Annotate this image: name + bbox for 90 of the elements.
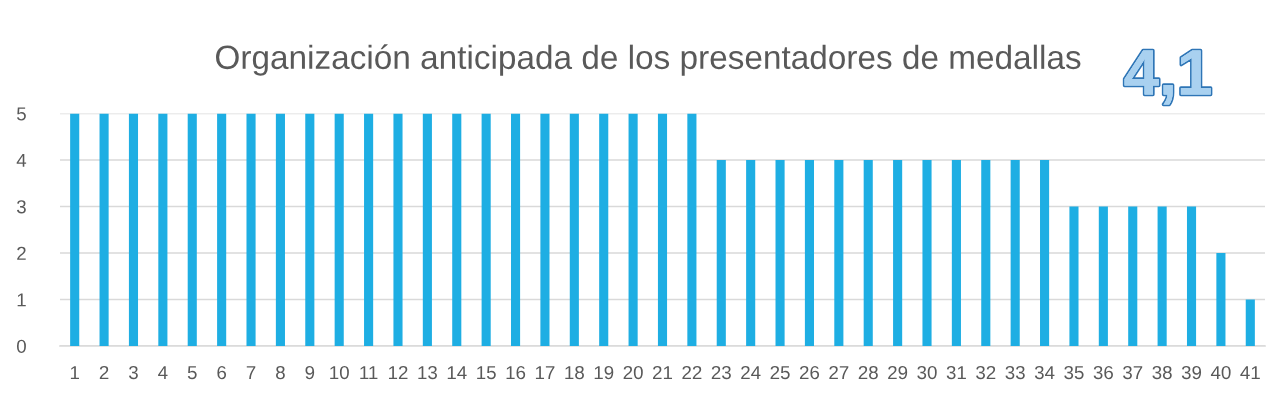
x-tick-label: 22 [682,365,702,380]
bar [275,113,285,346]
x-tick-label: 32 [976,365,996,380]
chart-title: Organización anticipada de los presentadores de medallas [216,44,1081,76]
x-tick-label: 9 [305,365,315,380]
y-tick-label: 5 [16,107,26,121]
x-tick-label: 2 [99,365,109,380]
bar [187,113,197,346]
bar [393,113,403,346]
bar [1010,160,1020,346]
bar [951,160,961,346]
x-tick-label: 16 [506,365,526,380]
x-tick-label: 39 [1181,365,1202,380]
x-tick-label: 3 [128,365,138,380]
bar [1245,299,1255,346]
x-tick-label: 23 [711,365,731,380]
y-tick-label: 1 [17,293,26,307]
y-tick-label: 2 [17,246,26,260]
bar [158,113,168,346]
x-tick-label: 20 [623,365,643,380]
x-tick-label: 1 [70,366,79,380]
bar [217,113,227,346]
bar [716,160,726,346]
bar [804,160,815,346]
bar [99,113,109,346]
x-tick-label: 13 [418,365,437,380]
y-tick-label: 4 [16,153,27,167]
x-tick-label: 35 [1064,365,1084,380]
bar [981,160,991,346]
bar [687,113,697,346]
x-tick-label: 19 [594,365,614,380]
x-tick-label: 15 [477,366,496,380]
x-tick-label: 6 [217,365,227,380]
bar [1216,253,1226,346]
bar [540,113,550,346]
x-tick-label: 18 [565,365,584,380]
bar [364,113,374,346]
y-tick-label: 0 [16,339,26,353]
bar [746,160,756,346]
x-tick-label: 31 [946,365,966,380]
x-tick-label: 28 [858,365,878,380]
x-tick-label: 29 [888,365,908,380]
x-tick-label: 36 [1093,365,1113,380]
bar [422,113,432,346]
bar [246,113,256,346]
bar [863,160,873,346]
bar [1157,206,1167,346]
x-tick-label: 12 [388,365,408,380]
x-tick-label: 40 [1210,365,1231,380]
x-tick-label: 11 [360,366,378,380]
bar [510,113,521,346]
bar [599,113,609,346]
x-tick-label: 4 [158,366,168,380]
bar [1069,206,1079,346]
bar [893,160,903,346]
bar [1040,160,1050,346]
x-tick-label: 34 [1034,365,1055,380]
x-tick-label: 26 [799,365,820,380]
bar [1098,206,1108,346]
x-tick-label: 5 [187,366,197,380]
x-tick-label: 21 [653,365,673,380]
bar [1186,206,1197,346]
bar [569,113,579,346]
x-tick-label: 17 [535,366,555,380]
x-tick-label: 27 [829,365,849,380]
x-tick-label: 14 [447,366,467,380]
y-tick-label: 3 [16,200,26,214]
bar [657,113,668,346]
bar [481,113,491,346]
bar [452,113,462,346]
bar [834,160,844,346]
text: 4,1 [1124,50,1211,105]
x-tick-label: 25 [770,365,790,380]
bar [1128,206,1138,346]
bar [775,160,785,346]
bar [628,113,638,346]
bar [128,113,139,346]
bar [334,113,344,346]
x-tick-label: 10 [330,365,349,380]
bar [922,160,932,346]
bar [70,113,80,346]
x-tick-label: 24 [741,365,761,380]
bar [305,113,315,346]
x-tick-label: 30 [917,365,937,380]
x-tick-label: 37 [1123,365,1143,380]
x-tick-label: 38 [1152,365,1172,380]
x-tick-label: 8 [276,365,285,380]
x-tick-label: 41 [1240,366,1260,380]
x-tick-label: 33 [1005,365,1025,380]
x-tick-label: 7 [246,366,256,380]
